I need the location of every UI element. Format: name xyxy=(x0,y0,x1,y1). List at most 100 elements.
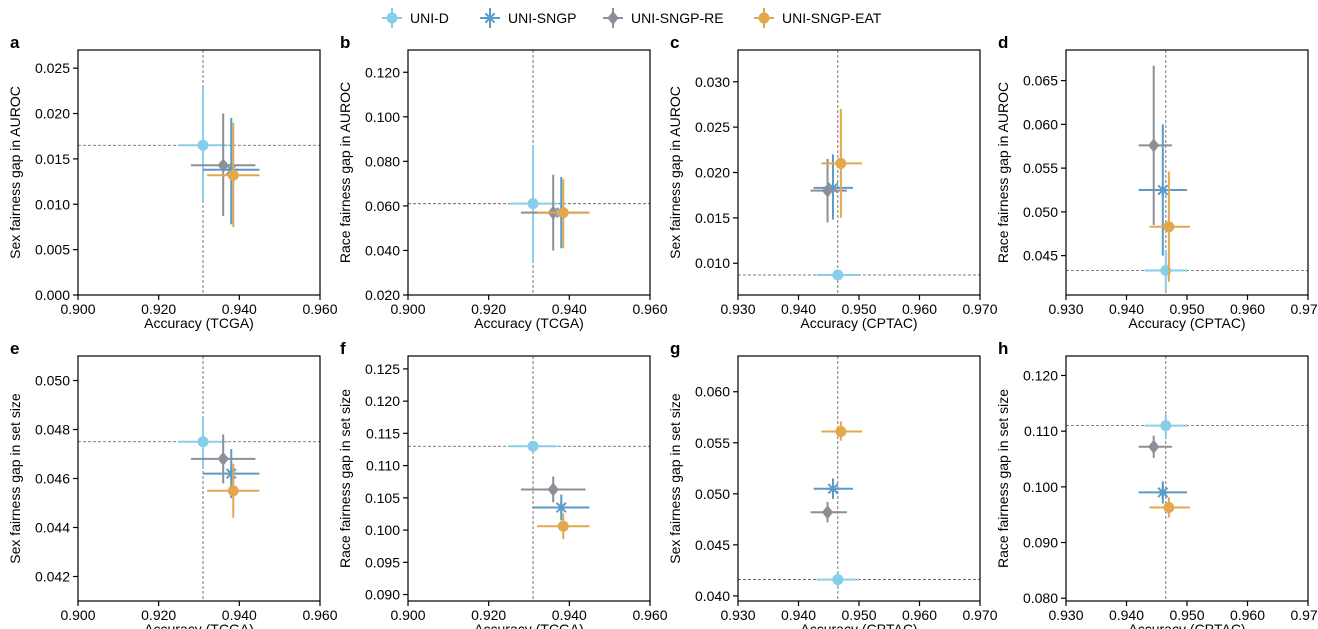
point-marker xyxy=(224,467,238,481)
y-tick-label: 0.020 xyxy=(695,165,730,181)
x-tick-label: 0.930 xyxy=(720,301,755,317)
plot-frame xyxy=(737,49,981,296)
point-marker xyxy=(197,139,209,151)
y-tick-label: 0.055 xyxy=(695,435,730,451)
data-point xyxy=(810,501,847,523)
chart-panel-f: f 0.900 0.920 0.940 0.960 0.090 0.095 0.100 0.10… xyxy=(337,339,668,629)
data-point xyxy=(821,108,863,218)
y-tick-label: 0.050 xyxy=(1023,204,1058,220)
legend-marker xyxy=(758,12,770,24)
x-tick-label: 0.900 xyxy=(390,607,425,623)
point-marker xyxy=(217,158,229,173)
point-marker xyxy=(227,485,239,497)
x-tick-label: 0.940 xyxy=(552,301,587,317)
panel-letter: g xyxy=(670,339,680,358)
y-axis-title: Sex fairness gap in set size xyxy=(667,393,683,564)
data-point xyxy=(207,122,260,227)
chart-panel-a: a 0.900 0.920 0.940 0.960 0.000 0.005 0.010 0.01… xyxy=(7,33,338,331)
y-tick-label: 0.042 xyxy=(35,569,70,585)
x-axis-title: Accuracy (TCGA) xyxy=(474,315,584,331)
legend-item: UNI-D xyxy=(382,8,449,28)
x-tick-label: 0.970 xyxy=(1290,607,1318,623)
legend-item: UNI-SNGP-EAT xyxy=(754,8,882,28)
x-tick-label: 0.920 xyxy=(471,607,506,623)
legend-label: UNI-D xyxy=(410,10,449,26)
plot-frame xyxy=(1065,355,1309,602)
y-axis-title: Race fairness gap in set size xyxy=(995,389,1011,568)
legend-marker xyxy=(386,12,398,24)
x-tick-label: 0.920 xyxy=(141,301,176,317)
y-tick-label: 0.015 xyxy=(35,151,70,167)
chart-panel-c: c 0.930 0.940 0.950 0.960 0.970 0.010 0.015 0.02… xyxy=(667,33,998,331)
y-tick-label: 0.048 xyxy=(35,422,70,438)
y-tick-label: 0.125 xyxy=(365,361,400,377)
chart-panel-e: e 0.900 0.920 0.940 0.960 0.042 0.044 0.046 0.04… xyxy=(7,339,338,629)
y-tick-label: 0.090 xyxy=(1023,535,1058,551)
x-tick-label: 0.950 xyxy=(1169,607,1204,623)
x-tick-label: 0.950 xyxy=(841,301,876,317)
x-tick-label: 0.920 xyxy=(471,301,506,317)
x-tick-label: 0.950 xyxy=(1169,301,1204,317)
x-tick-label: 0.970 xyxy=(1290,301,1318,317)
x-axis-title: Accuracy (CPTAC) xyxy=(1128,621,1245,629)
x-tick-label: 0.960 xyxy=(902,301,937,317)
point-marker xyxy=(826,181,840,195)
point-marker xyxy=(1148,138,1160,153)
x-tick-label: 0.940 xyxy=(222,607,257,623)
y-tick-label: 0.120 xyxy=(365,64,400,80)
point-marker xyxy=(197,436,209,448)
data-point xyxy=(1144,414,1187,437)
x-tick-label: 0.960 xyxy=(1230,607,1265,623)
point-marker xyxy=(1148,439,1160,454)
legend-item: UNI-SNGP-RE xyxy=(603,8,724,28)
point-marker xyxy=(217,451,229,466)
y-tick-label: 0.120 xyxy=(365,393,400,409)
y-tick-label: 0.040 xyxy=(695,588,730,604)
x-axis-title: Accuracy (TCGA) xyxy=(144,621,254,629)
x-axis-title: Accuracy (TCGA) xyxy=(144,315,254,331)
point-marker xyxy=(826,482,840,496)
y-axis-title: Race fairness gap in AUROC xyxy=(995,82,1011,263)
y-axis-title: Sex fairness gap in AUROC xyxy=(7,86,23,259)
y-tick-label: 0.010 xyxy=(35,196,70,212)
y-tick-label: 0.060 xyxy=(1023,116,1058,132)
legend-label: UNI-SNGP-EAT xyxy=(782,10,882,26)
data-point xyxy=(1138,65,1172,225)
data-point xyxy=(1144,250,1187,291)
data-point xyxy=(813,154,853,220)
chart-panel-d: d 0.930 0.940 0.950 0.960 0.970 0.045 0.050 0.05… xyxy=(995,33,1318,331)
data-point xyxy=(537,513,590,540)
point-marker xyxy=(821,183,834,198)
y-axis-title: Sex fairness gap in AUROC xyxy=(667,86,683,259)
data-point xyxy=(1149,497,1191,518)
x-tick-label: 0.960 xyxy=(302,607,337,623)
x-tick-label: 0.960 xyxy=(902,607,937,623)
y-tick-label: 0.000 xyxy=(35,287,70,303)
x-tick-label: 0.920 xyxy=(141,607,176,623)
panel-letter: b xyxy=(340,33,350,52)
data-point xyxy=(1149,171,1191,282)
legend-item: UNI-SNGP xyxy=(480,8,576,28)
point-marker xyxy=(1156,485,1170,499)
y-tick-label: 0.100 xyxy=(365,109,400,125)
y-axis-title: Race fairness gap in AUROC xyxy=(337,82,353,263)
y-tick-label: 0.045 xyxy=(1023,248,1058,264)
panel-letter: f xyxy=(340,339,346,358)
data-point xyxy=(816,571,859,588)
x-tick-label: 0.960 xyxy=(632,301,667,317)
x-tick-label: 0.970 xyxy=(962,607,997,623)
x-tick-label: 0.900 xyxy=(390,301,425,317)
data-point xyxy=(1138,435,1172,458)
data-point xyxy=(813,478,853,499)
x-tick-label: 0.950 xyxy=(841,607,876,623)
x-tick-label: 0.970 xyxy=(962,301,997,317)
y-tick-label: 0.065 xyxy=(1023,73,1058,89)
plot-frame xyxy=(737,355,981,602)
data-point xyxy=(1138,481,1187,504)
data-point xyxy=(533,494,590,521)
y-tick-label: 0.050 xyxy=(695,486,730,502)
x-axis-title: Accuracy (CPTAC) xyxy=(1128,315,1245,331)
y-tick-label: 0.040 xyxy=(365,242,400,258)
point-marker xyxy=(1156,183,1170,197)
x-tick-label: 0.940 xyxy=(1109,607,1144,623)
